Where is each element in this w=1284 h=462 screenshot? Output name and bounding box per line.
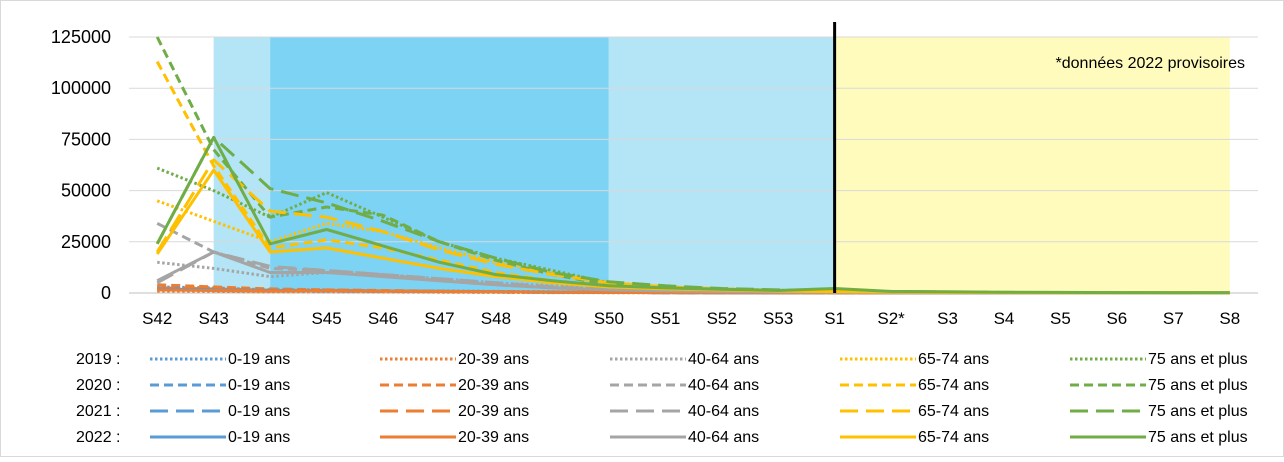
x-tick-label: S52: [707, 309, 737, 328]
x-tick-label: S53: [763, 309, 793, 328]
y-tick-label: 75000: [61, 129, 111, 149]
y-tick-label: 25000: [61, 232, 111, 252]
x-tick-label: S1: [824, 309, 845, 328]
legend-entry-label: 40-64 ans: [688, 429, 759, 446]
x-tick-label: S42: [142, 309, 172, 328]
legend-entry-label: 75 ans et plus: [1148, 429, 1248, 446]
legend-entry-label: 65-74 ans: [918, 351, 989, 368]
legend-entry-label: 75 ans et plus: [1148, 403, 1248, 420]
legend-entry-label: 40-64 ans: [688, 377, 759, 394]
x-tick-label: S8: [1219, 309, 1240, 328]
legend-entry-label: 40-64 ans: [688, 351, 759, 368]
y-tick-label: 0: [101, 283, 111, 303]
legend-entry-label: 65-74 ans: [918, 377, 989, 394]
legend-entry-label: 65-74 ans: [918, 403, 989, 420]
series-line-2022-75-ans-et-plus: [155, 135, 1230, 295]
x-tick-label: S50: [594, 309, 624, 328]
y-tick-label: 125000: [51, 27, 111, 47]
x-tick-label: S47: [424, 309, 454, 328]
x-tick-label: S7: [1163, 309, 1184, 328]
legend-entry-label: 0-19 ans: [228, 377, 290, 394]
legend: 2019 : 0-19 ans 20-39 ans 40-64 ans 65-74 an…: [76, 351, 1248, 446]
legend-entry-label: 20-39 ans: [458, 377, 529, 394]
x-tick-label: S2*: [877, 309, 905, 328]
legend-year-label: 2021 :: [76, 403, 120, 420]
y-tick-label: 50000: [61, 181, 111, 201]
legend-year-label: 2020 :: [76, 377, 120, 394]
x-tick-label: S43: [199, 309, 229, 328]
y-axis: 0 25000 50000 75000 100000 125000: [51, 27, 111, 303]
legend-entry-label: 0-19 ans: [228, 429, 290, 446]
legend-entry-label: 20-39 ans: [458, 429, 529, 446]
gridlines: [129, 36, 1258, 243]
annotation-text: *données 2022 provisoires: [1056, 55, 1245, 72]
legend-entry-label: 40-64 ans: [688, 403, 759, 420]
series-lines: [155, 36, 1230, 295]
legend-year-label: 2022 :: [76, 429, 120, 446]
legend-entry-label: 75 ans et plus: [1148, 377, 1248, 394]
legend-entry-label: 20-39 ans: [458, 403, 529, 420]
legend-entry-label: 0-19 ans: [228, 351, 290, 368]
legend-year-label: 2019 :: [76, 351, 120, 368]
shaded-bands: [213, 37, 1230, 293]
x-tick-label: S49: [537, 309, 567, 328]
x-tick-label: S46: [368, 309, 398, 328]
band-dark: [270, 37, 609, 293]
legend-entry-label: 20-39 ans: [458, 351, 529, 368]
x-tick-label: S4: [994, 309, 1015, 328]
y-tick-label: 100000: [51, 78, 111, 98]
x-tick-label: S44: [255, 309, 285, 328]
x-tick-label: S5: [1050, 309, 1071, 328]
legend-entry-label: 0-19 ans: [228, 403, 290, 420]
band-light-end: [608, 37, 835, 293]
x-tick-label: S3: [937, 309, 958, 328]
legend-entry-label: 65-74 ans: [918, 429, 989, 446]
x-tick-label: S48: [481, 309, 511, 328]
x-tick-label: S6: [1106, 309, 1127, 328]
x-tick-label: S45: [311, 309, 341, 328]
band-yellow: [834, 37, 1230, 293]
x-tick-label: S51: [650, 309, 680, 328]
legend-entry-label: 75 ans et plus: [1148, 351, 1248, 368]
